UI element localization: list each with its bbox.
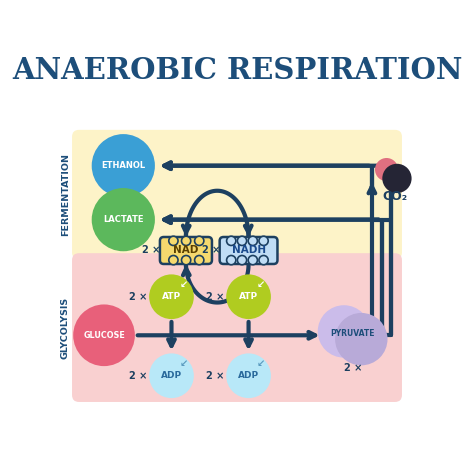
Circle shape [149,274,194,319]
Circle shape [227,236,236,246]
Circle shape [226,274,271,319]
Circle shape [248,236,257,246]
Text: ADP: ADP [238,371,259,380]
Circle shape [182,236,191,246]
FancyBboxPatch shape [160,237,212,264]
Circle shape [195,236,204,246]
Text: LACTATE: LACTATE [103,215,144,224]
Text: NADH: NADH [231,246,265,255]
Text: 2 ×: 2 × [129,371,147,381]
Text: 2 ×: 2 × [129,292,147,302]
Text: PYRUVATE: PYRUVATE [330,329,375,338]
Text: GLUCOSE: GLUCOSE [83,331,125,340]
Circle shape [335,313,388,365]
Circle shape [259,236,268,246]
Circle shape [237,236,246,246]
Text: 2 ×: 2 × [344,363,362,373]
Circle shape [227,255,236,265]
Text: ATP: ATP [239,292,258,301]
FancyBboxPatch shape [72,130,402,259]
FancyBboxPatch shape [219,237,277,264]
Text: 2 ×: 2 × [202,246,220,255]
Text: 2 ×: 2 × [206,292,224,302]
Circle shape [383,164,411,193]
Text: ATP: ATP [162,292,181,301]
Circle shape [318,305,370,358]
Text: ↙: ↙ [180,280,188,290]
Text: 2 ×: 2 × [206,371,224,381]
Text: ETHANOL: ETHANOL [101,161,146,170]
Circle shape [169,236,178,246]
FancyBboxPatch shape [72,253,402,402]
Text: ↙: ↙ [257,280,265,290]
Circle shape [226,354,271,398]
Text: 2 ×: 2 × [142,246,161,255]
Circle shape [91,188,155,251]
Circle shape [182,255,191,265]
Text: ↙: ↙ [257,359,265,369]
Text: CO₂: CO₂ [383,190,408,203]
Circle shape [259,255,268,265]
Text: ANAEROBIC RESPIRATION: ANAEROBIC RESPIRATION [12,56,462,85]
Circle shape [195,255,204,265]
Circle shape [248,255,257,265]
Text: FERMENTATION: FERMENTATION [61,153,70,236]
Text: GLYCOLYSIS: GLYCOLYSIS [61,297,70,359]
Circle shape [237,255,246,265]
Text: ↙: ↙ [180,359,188,369]
Circle shape [169,255,178,265]
Circle shape [73,304,135,366]
Text: NAD: NAD [173,246,199,255]
Circle shape [375,158,398,181]
Text: ADP: ADP [161,371,182,380]
Circle shape [91,134,155,197]
Circle shape [149,354,194,398]
